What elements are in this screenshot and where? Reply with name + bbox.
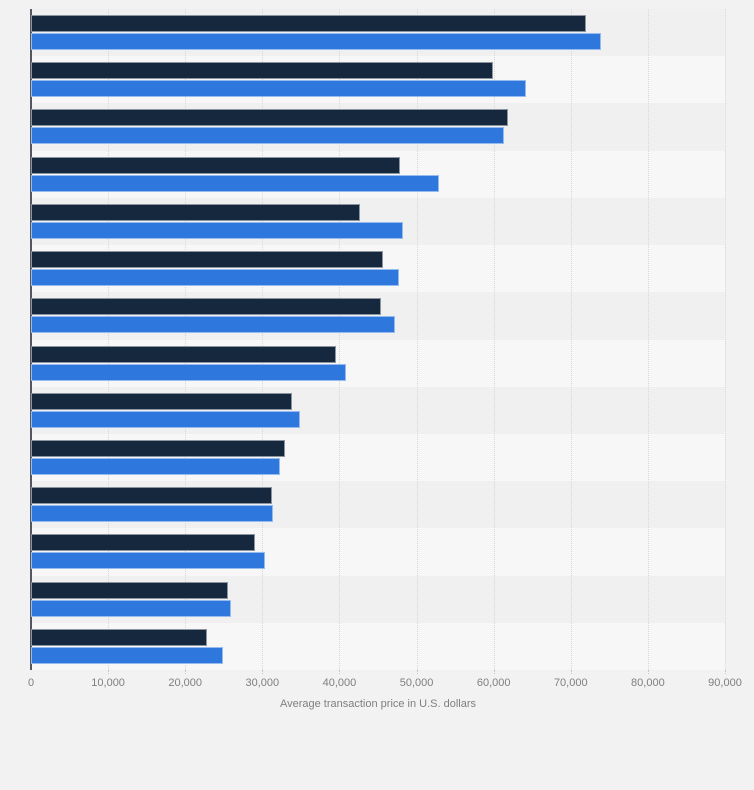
bar-blue[interactable] [31, 599, 232, 617]
bar-dark-navy[interactable] [31, 203, 361, 221]
x-tick-label: 50,000 [399, 677, 434, 689]
bar-blue[interactable] [31, 363, 346, 381]
bar-blue[interactable] [31, 127, 504, 145]
gridline [416, 9, 418, 670]
gridline [262, 9, 264, 670]
tick-mark [725, 670, 726, 674]
bar-blue[interactable] [31, 505, 274, 523]
x-tick-label: 70,000 [553, 677, 588, 689]
tick-mark [108, 670, 110, 674]
gridline [570, 9, 572, 670]
x-tick-label: 30,000 [245, 677, 280, 689]
tick-mark [493, 670, 495, 674]
bar-dark-navy[interactable] [31, 628, 207, 646]
tick-mark [262, 670, 264, 674]
gridline [108, 9, 110, 670]
gridline [725, 9, 726, 670]
x-tick-label: 10,000 [91, 677, 125, 689]
bar-dark-navy[interactable] [31, 15, 587, 32]
bar-dark-navy[interactable] [31, 109, 508, 127]
tick-mark [647, 670, 649, 674]
tick-mark [570, 670, 572, 674]
bar-dark-navy[interactable] [31, 392, 292, 410]
bar-blue[interactable] [31, 80, 527, 98]
bar-dark-navy[interactable] [31, 534, 255, 552]
bar-blue[interactable] [31, 174, 439, 192]
x-tick-label: 80,000 [631, 677, 665, 689]
gridline [339, 9, 341, 670]
x-tick-label: 90,000 [708, 677, 742, 689]
bar-blue[interactable] [31, 552, 266, 570]
bar-dark-navy[interactable] [31, 581, 229, 599]
row-bands [31, 9, 725, 671]
bar-blue[interactable] [31, 269, 399, 287]
gridline [185, 9, 187, 670]
x-tick-label: 0 [27, 677, 35, 689]
bar-blue[interactable] [31, 221, 403, 239]
tick-mark [416, 670, 418, 674]
bar-dark-navy[interactable] [31, 439, 286, 457]
bar-blue[interactable] [31, 457, 281, 475]
x-tick-label: 40,000 [322, 677, 357, 689]
gridline [647, 9, 649, 670]
bar-dark-navy[interactable] [31, 345, 337, 363]
bar-dark-navy[interactable] [31, 62, 493, 80]
tick-mark [339, 670, 341, 674]
y-axis-line [30, 9, 32, 670]
bar-blue[interactable] [31, 646, 223, 664]
tick-mark [185, 670, 187, 674]
bar-dark-navy[interactable] [31, 487, 272, 505]
bar-blue[interactable] [31, 316, 395, 334]
bar-dark-navy[interactable] [31, 251, 383, 269]
bar-blue[interactable] [31, 33, 601, 50]
x-axis-title: Average transaction price in U.S. dollar… [279, 698, 477, 710]
gridline [493, 9, 495, 670]
bar-blue[interactable] [31, 410, 301, 428]
x-tick-label: 60,000 [476, 677, 511, 689]
bar-dark-navy[interactable] [31, 156, 401, 174]
bar-dark-navy[interactable] [31, 298, 382, 316]
x-tick-label: 20,000 [168, 677, 203, 689]
plot-area [30, 9, 726, 671]
